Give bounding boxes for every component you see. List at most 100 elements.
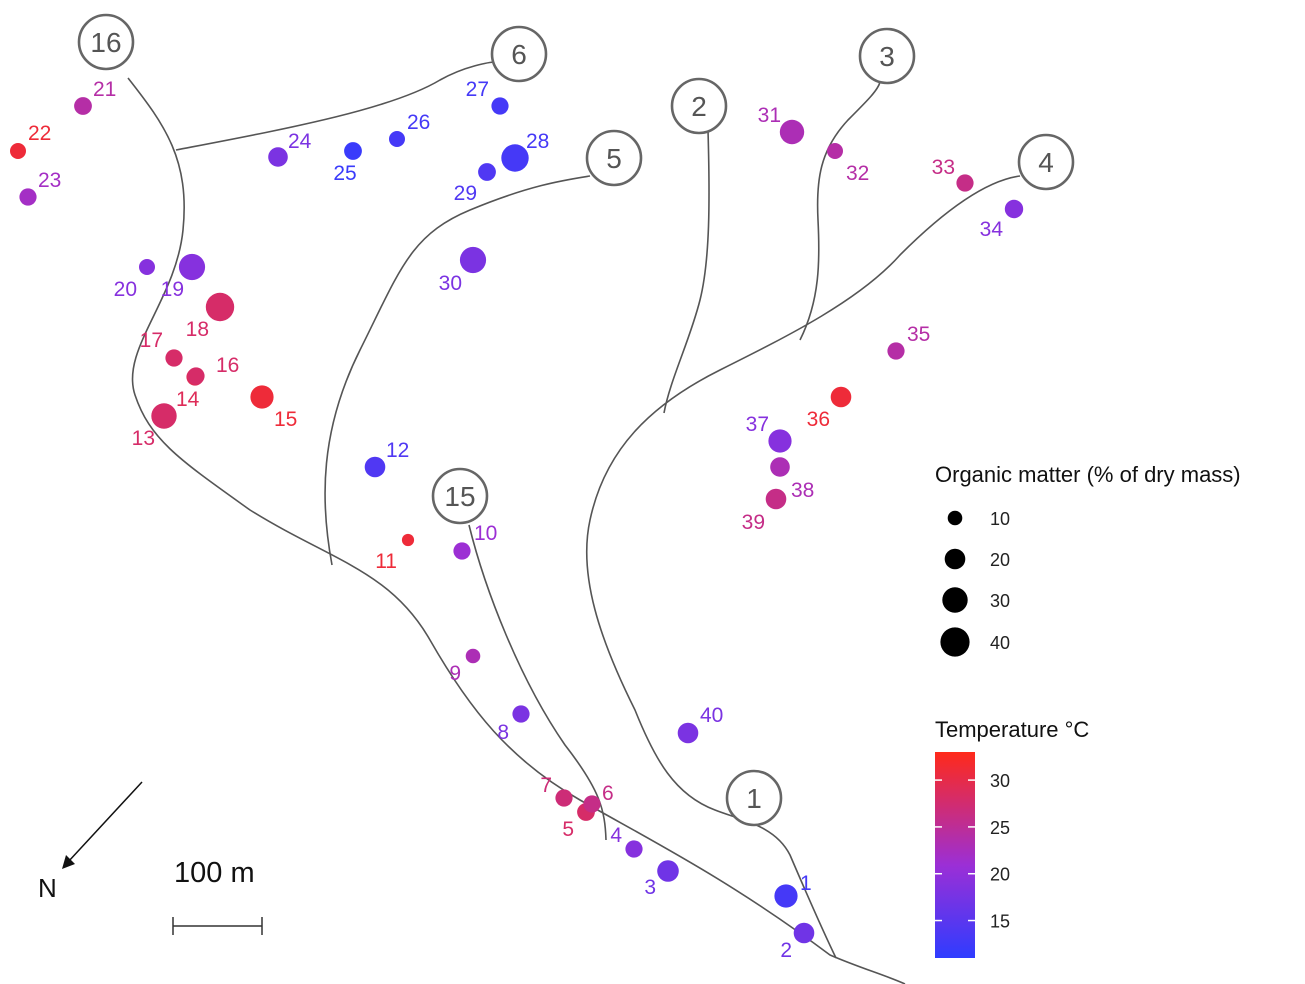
- stream-15-channel: [468, 524, 607, 841]
- site-9-marker: [465, 648, 481, 664]
- site-29-label: 29: [454, 182, 477, 205]
- stream-label-circle: [725, 769, 783, 827]
- stream-label-text: 3: [879, 41, 895, 72]
- color-legend-bar: [935, 752, 975, 958]
- size-legend-label-40: 40: [990, 633, 1010, 653]
- site-22-label: 22: [28, 122, 51, 145]
- site-26-label: 26: [407, 111, 430, 134]
- site-28-marker: [501, 144, 529, 172]
- sampling-sites: [10, 97, 1024, 944]
- stream-label-text: 15: [444, 481, 475, 512]
- site-20-marker: [139, 259, 155, 275]
- site-37-label: 37: [746, 413, 769, 436]
- site-37-marker: [768, 429, 792, 453]
- site-8-label: 8: [497, 721, 509, 744]
- north-arrow-head: [62, 855, 75, 869]
- size-legend-label-10: 10: [990, 509, 1010, 529]
- color-legend-label-20: 20: [990, 865, 1010, 885]
- stream-label-circle: [490, 25, 548, 83]
- site-10-label: 10: [474, 522, 497, 545]
- site-22-marker: [10, 143, 26, 159]
- site-2-label: 2: [780, 939, 792, 962]
- stream-label-5: 5: [585, 129, 643, 187]
- scale-bar: 100 m: [172, 857, 263, 935]
- stream-label-circle: [585, 129, 643, 187]
- site-23-label: 23: [38, 169, 61, 192]
- site-25-label: 25: [333, 162, 356, 185]
- site-13-marker: [151, 403, 177, 429]
- site-33-marker: [956, 174, 974, 192]
- site-30-label: 30: [439, 272, 462, 295]
- size-legend-label-30: 30: [990, 591, 1010, 611]
- site-3-label: 3: [644, 876, 656, 899]
- site-15-marker: [250, 385, 274, 409]
- site-39-label: 39: [742, 511, 765, 534]
- site-26-marker: [389, 131, 405, 147]
- site-9-label: 9: [449, 662, 461, 685]
- stream-network: [127, 61, 1021, 984]
- color-legend-label-15: 15: [990, 912, 1010, 932]
- north-label: N: [38, 873, 57, 903]
- site-21-label: 21: [93, 78, 116, 101]
- site-32-label: 32: [846, 162, 869, 185]
- site-23-marker: [19, 188, 37, 206]
- stream-1-4-channel: [585, 175, 1021, 959]
- size-legend-label-20: 20: [990, 550, 1010, 570]
- site-38-marker: [770, 457, 790, 477]
- site-30-marker: [459, 246, 487, 274]
- size-legend-title: Organic matter (% of dry mass): [935, 462, 1241, 487]
- site-33-label: 33: [932, 156, 955, 179]
- site-24-label: 24: [288, 130, 312, 153]
- site-31-label: 31: [758, 104, 781, 127]
- stream-3-channel: [799, 81, 881, 341]
- stream-6-channel: [175, 61, 497, 151]
- site-12-marker: [364, 456, 386, 478]
- stream-label-text: 2: [691, 91, 707, 122]
- site-18-label: 18: [186, 318, 209, 341]
- site-40-label: 40: [700, 704, 723, 727]
- site-27-label: 27: [466, 78, 489, 101]
- site-15-label: 15: [274, 408, 297, 431]
- site-36-label: 36: [807, 408, 830, 431]
- size-legend: Organic matter (% of dry mass) 10 20 30 40: [935, 462, 1241, 657]
- site-32-marker: [827, 143, 843, 159]
- site-40-marker: [677, 722, 699, 744]
- size-legend-dot-30: [942, 587, 968, 613]
- stream-label-circle: [77, 13, 135, 71]
- stream-label-1: 1: [725, 769, 783, 827]
- stream-label-circle: [858, 27, 916, 85]
- north-arrow-line: [67, 781, 143, 863]
- stream-label-text: 5: [606, 143, 622, 174]
- stream-label-text: 1: [746, 783, 762, 814]
- size-legend-dot-40: [940, 627, 970, 657]
- site-12-label: 12: [386, 439, 409, 462]
- site-16-marker: [187, 367, 205, 385]
- stream-label-15: 15: [431, 467, 489, 525]
- site-17-marker: [165, 349, 183, 367]
- color-legend-label-25: 25: [990, 818, 1010, 838]
- site-35-marker: [887, 342, 905, 360]
- stream-2-channel: [663, 129, 710, 414]
- site-34-marker: [1004, 199, 1024, 219]
- site-2-marker: [793, 922, 815, 944]
- site-13-label: 13: [132, 427, 155, 450]
- site-35-label: 35: [907, 323, 930, 346]
- stream-5-channel: [324, 175, 591, 566]
- site-21-marker: [74, 97, 92, 115]
- site-1-label: 1: [800, 872, 812, 895]
- site-17-label: 17: [140, 329, 163, 352]
- site-18-marker: [205, 292, 235, 322]
- stream-label-16: 16: [77, 13, 135, 71]
- size-legend-dot-20: [944, 548, 966, 570]
- color-legend-label-30: 30: [990, 771, 1010, 791]
- site-31-marker: [779, 119, 805, 145]
- site-34-label: 34: [980, 218, 1004, 241]
- site-6-label: 6: [602, 782, 614, 805]
- site-38-label: 38: [791, 479, 814, 502]
- site-14-label: 14: [176, 388, 200, 411]
- site-39-marker: [765, 488, 787, 510]
- site-4-marker: [625, 840, 643, 858]
- site-3-marker: [657, 860, 679, 882]
- site-16-label: 16: [216, 354, 239, 377]
